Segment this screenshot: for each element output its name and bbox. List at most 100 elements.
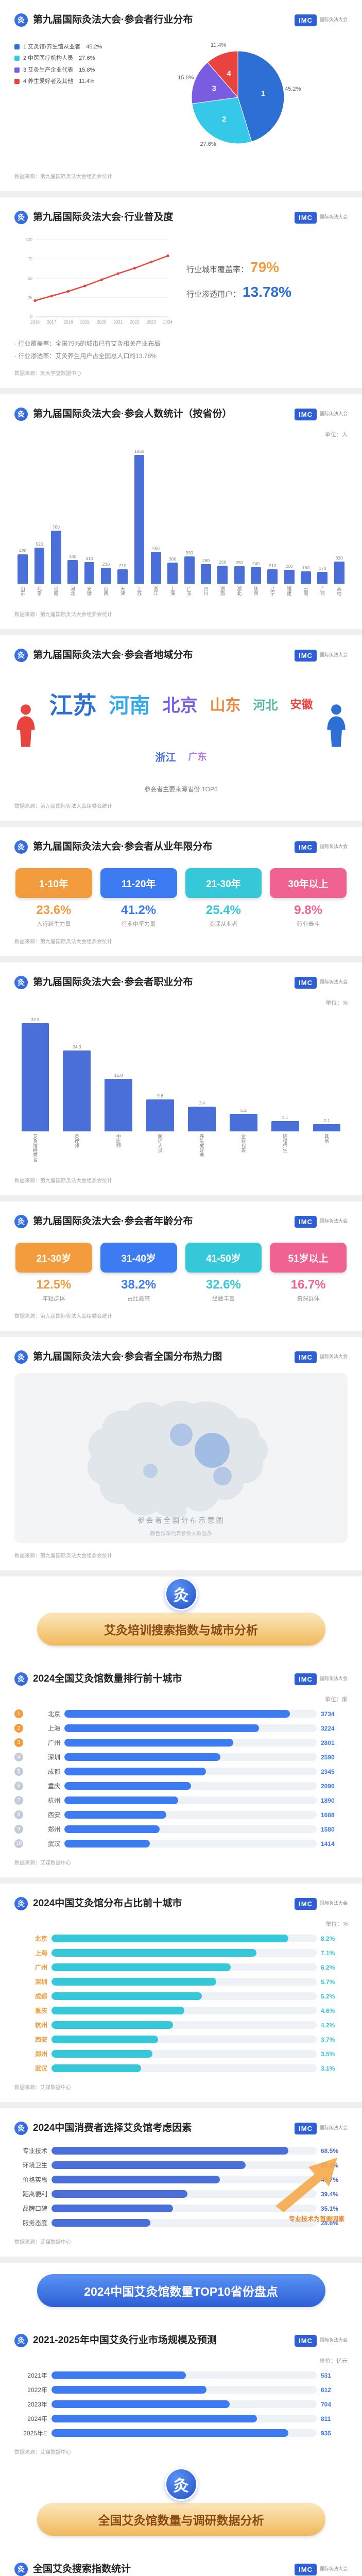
- hbar-fill: [51, 1963, 231, 1971]
- hbar-value: 4.2%: [321, 2021, 335, 2029]
- bar-value: 340: [69, 554, 77, 560]
- hbar-value: 8.2%: [321, 1935, 335, 1942]
- bar-value: 180: [302, 565, 310, 570]
- section-attendance: 灸 第九届国际灸法大会·参会人数统计（按省份） IMC 国际灸法大会 单位：人 4…: [0, 394, 362, 629]
- province-tag: 浙江: [155, 752, 176, 764]
- hbar-fill: [51, 2400, 230, 2408]
- moxa-badge-icon: 灸: [14, 1897, 28, 1910]
- conference-logo: IMC 国际灸法大会: [295, 1351, 348, 1363]
- bar-value: 24.3: [73, 1044, 81, 1049]
- data-source-note: 数据来源：第九届国际灸法大会组委会统计: [14, 612, 112, 618]
- logo-abbr: IMC: [295, 1897, 317, 1910]
- section-industry-distribution: 灸 第九届国际灸法大会·参会者行业分布 IMC 国际灸法大会 1 艾灸馆/养生馆从…: [0, 0, 362, 191]
- hbar-value: 35.1%: [321, 2205, 339, 2212]
- bar-label: 湖南: [219, 586, 225, 596]
- x-tick-label: 2020: [97, 320, 106, 325]
- section-title: 第九届国际灸法大会·参会者全国分布热力图: [33, 1351, 222, 1363]
- logo-text: 国际灸法大会: [320, 652, 348, 658]
- logo-abbr: IMC: [295, 1673, 317, 1685]
- logo-text: 国际灸法大会: [320, 979, 348, 985]
- bar: [271, 1121, 299, 1131]
- hbar-value: 3734: [321, 1710, 335, 1718]
- hbar-label: 2023年: [27, 2401, 47, 2408]
- bar-label: 山东: [20, 586, 25, 596]
- hbar-label: 郑州: [47, 1826, 60, 1833]
- hbar-track: [51, 2400, 317, 2408]
- block-percent: 32.6%: [205, 1278, 241, 1292]
- arrow-note: 专业技术为首要因素: [288, 2215, 344, 2223]
- china-map-panel: 参会者全国分布示意图 颜色越深代表参会人数越多: [14, 1373, 348, 1543]
- map-watermark: 参会者全国分布示意图: [137, 1516, 225, 1524]
- hbar-label: 服务态度: [22, 2219, 47, 2227]
- legend-label: 2 中医医疗机构人员 27.6%: [23, 55, 95, 62]
- hbar-track: [51, 1963, 317, 1971]
- bar-label: 云南: [303, 586, 308, 596]
- hbar-track: [51, 1992, 317, 2000]
- hbar-row: 距离便利 39.4%: [14, 2190, 348, 2198]
- section-divider: [0, 2102, 362, 2108]
- bar-column: 5.2 企业代表: [223, 1108, 263, 1168]
- hbar-fill: [51, 2007, 184, 2014]
- bar-label: 河南: [53, 586, 59, 596]
- hbar-fill: [51, 2064, 141, 2072]
- hbar-track: [51, 2190, 317, 2198]
- conference-logo: IMC 国际灸法大会: [295, 2122, 348, 2134]
- bar-label: 湖北: [236, 586, 242, 596]
- hbar-value: 2801: [321, 1739, 335, 1747]
- choice-factors-chart: 专业技术68.5%环境卫生56.2%价格实惠48.7%距离便利39.4%品牌口碑…: [14, 2144, 348, 2229]
- bar-value: 390: [185, 550, 193, 556]
- bar-column: 200 福建: [282, 564, 297, 602]
- geography-area: 江苏 河南 北京 山东 河北 安徽 浙江 广东: [14, 671, 348, 779]
- hbar-row: 4 深圳 2590: [14, 1753, 348, 1761]
- x-tick-label: 2022: [130, 320, 140, 325]
- hbar-value: 2096: [321, 1782, 335, 1790]
- hbar-track: [64, 1811, 317, 1819]
- section-choice-factors: 灸 2024中国消费者选择艾灸馆考虑因素 IMC 国际灸法大会 专业技术 68.5%…: [0, 2108, 362, 2257]
- heat-dot: [213, 1467, 232, 1485]
- bar: [84, 562, 95, 584]
- bar-column: 520 北京: [32, 541, 46, 602]
- bar-column: 7.4 养生爱好者: [182, 1100, 222, 1168]
- bar-column: 340 河北: [65, 554, 80, 602]
- distribution-block: 30年以上 9.8% 行业泰斗: [270, 868, 347, 928]
- pie-slice-number: 1: [261, 90, 265, 98]
- hbar-value: 704: [321, 2400, 332, 2408]
- hbar-row: 西安 3.7%: [14, 2035, 348, 2044]
- hbar-fill: [51, 1949, 257, 1957]
- bar-value: 3.1: [282, 1114, 288, 1120]
- bar-label: 北京: [37, 586, 42, 596]
- bar-value: 460: [152, 545, 160, 551]
- hbar-rank: 4: [14, 1753, 23, 1761]
- hbar-value: 1688: [321, 1811, 335, 1819]
- section-header: 灸 第九届国际灸法大会·参会者从业年限分布 IMC 国际灸法大会: [14, 840, 348, 854]
- bar-label: 山西: [103, 586, 109, 596]
- hbar-row: 上海 7.1%: [14, 1948, 348, 1957]
- hbar-label: 广州: [47, 1739, 60, 1747]
- bar-label: 灸疗师: [74, 1134, 79, 1148]
- hbar-fill: [51, 1935, 288, 1942]
- hbar-fill: [64, 1782, 191, 1790]
- logo-text: 国际灸法大会: [320, 1354, 348, 1360]
- hbar-fill: [64, 1739, 234, 1747]
- hbar-value: 935: [321, 2429, 332, 2437]
- section-header: 灸 2024全国艾灸馆数量排行前十城市 IMC 国际灸法大会: [14, 1672, 348, 1686]
- bar: [117, 569, 128, 584]
- stat: 行业城市覆盖率： 79%: [186, 259, 348, 276]
- bar: [301, 571, 311, 584]
- block-range: 1-10年: [15, 868, 92, 898]
- bar: [284, 569, 295, 584]
- hbar-value: 3.5%: [321, 2050, 335, 2058]
- bar: [184, 556, 195, 584]
- hbar-row: 2023年 704: [14, 2400, 348, 2409]
- bar-value: 5.2: [240, 1108, 247, 1113]
- hbar-fill: [51, 2429, 288, 2437]
- hbar-value: 28.6%: [321, 2219, 339, 2227]
- province-tag-cloud: 江苏 河南 北京 山东 河北 安徽 浙江 广东: [41, 671, 321, 779]
- hbar-fill: [51, 2161, 246, 2169]
- distribution-block: 51岁以上 16.7% 资深群体: [270, 1243, 347, 1302]
- hbar-value: 39.4%: [321, 2190, 339, 2198]
- pie-slice-number: 4: [227, 70, 231, 78]
- bar-value: 760: [52, 524, 60, 530]
- section-divider: [0, 956, 362, 962]
